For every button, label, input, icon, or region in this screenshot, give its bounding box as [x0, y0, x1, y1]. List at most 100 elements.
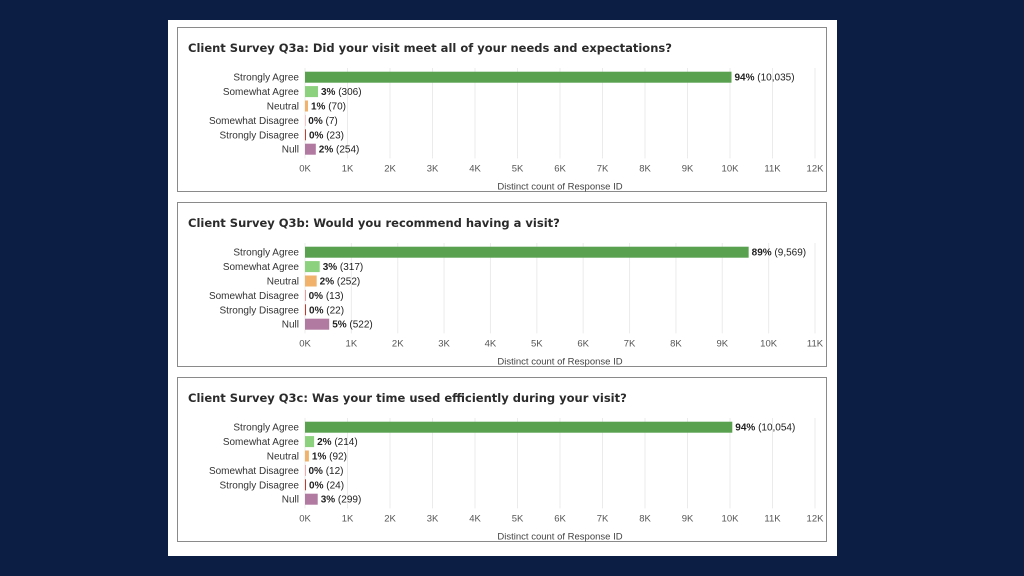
- tick-label: 11K: [807, 338, 824, 349]
- bar: [305, 71, 732, 83]
- data-label: 0% (13): [309, 291, 344, 302]
- category-label: Somewhat Disagree: [209, 116, 299, 127]
- tick-label: 7K: [624, 338, 636, 349]
- bar: [305, 479, 307, 491]
- tick-label: 4K: [469, 163, 481, 174]
- tick-label: 7K: [597, 163, 609, 174]
- tick-label: 5K: [512, 513, 524, 524]
- bar: [305, 493, 318, 505]
- x-axis-title: Distinct count of Response ID: [497, 181, 622, 192]
- bar: [305, 100, 308, 112]
- chart-panel-q3b: Client Survey Q3b: Would you recommend h…: [177, 202, 827, 367]
- chart-q3b: Strongly Agree 89% (9,569) Somewhat Agree 3…: [209, 243, 824, 367]
- category-label: Somewhat Agree: [223, 437, 300, 448]
- data-label: 0% (7): [308, 116, 337, 127]
- category-label: Neutral: [267, 102, 299, 113]
- tick-label: 6K: [554, 163, 566, 174]
- bar: [305, 86, 319, 98]
- category-label: Strongly Agree: [233, 73, 299, 84]
- data-label: 1% (92): [312, 452, 347, 463]
- tick-label: 9K: [682, 163, 694, 174]
- tick-label: 8K: [670, 338, 682, 349]
- category-label: Somewhat Agree: [223, 87, 300, 98]
- tick-label: 5K: [531, 338, 543, 349]
- tick-label: 6K: [554, 513, 566, 524]
- data-label: 89% (9,569): [752, 248, 806, 259]
- bar: [305, 129, 306, 141]
- category-label: Somewhat Disagree: [209, 466, 299, 477]
- chart-title: Client Survey Q3c: Was your time used ef…: [188, 391, 627, 405]
- category-label: Null: [282, 495, 299, 506]
- chart-title: Client Survey Q3a: Did your visit meet a…: [188, 41, 672, 55]
- category-label: Somewhat Disagree: [209, 291, 299, 302]
- tick-label: 11K: [764, 513, 781, 524]
- chart-panel-q3a: Client Survey Q3a: Did your visit meet a…: [177, 27, 827, 192]
- bar: [305, 436, 315, 448]
- data-label: 2% (214): [317, 437, 358, 448]
- tick-label: 10K: [722, 163, 740, 174]
- data-label: 94% (10,035): [734, 73, 794, 84]
- tick-label: 9K: [682, 513, 694, 524]
- data-label: 3% (317): [323, 262, 364, 273]
- category-label: Neutral: [267, 452, 299, 463]
- tick-label: 3K: [427, 513, 439, 524]
- bar: [305, 275, 317, 287]
- x-axis-title: Distinct count of Response ID: [497, 356, 622, 367]
- tick-label: 0K: [299, 338, 311, 349]
- bar: [305, 289, 306, 301]
- tick-label: 1K: [342, 513, 354, 524]
- category-label: Null: [282, 145, 299, 156]
- bar: [305, 421, 733, 433]
- tick-label: 12K: [807, 513, 825, 524]
- tick-label: 4K: [485, 338, 497, 349]
- data-label: 0% (23): [309, 130, 344, 141]
- bar: [305, 464, 306, 476]
- tick-label: 5K: [512, 163, 524, 174]
- tick-label: 2K: [384, 163, 396, 174]
- bar: [305, 261, 320, 273]
- tick-label: 2K: [392, 338, 404, 349]
- category-label: Null: [282, 320, 299, 331]
- tick-label: 9K: [716, 338, 728, 349]
- tick-label: 10K: [760, 338, 778, 349]
- data-label: 0% (22): [309, 305, 344, 316]
- tick-label: 8K: [639, 163, 651, 174]
- chart-panel-q3c: Client Survey Q3c: Was your time used ef…: [177, 377, 827, 542]
- data-label: 1% (70): [311, 102, 346, 113]
- tick-label: 10K: [722, 513, 740, 524]
- tick-label: 3K: [438, 338, 450, 349]
- data-label: 0% (12): [309, 466, 344, 477]
- chart-q3a: Strongly Agree 94% (10,035) Somewhat Agree…: [209, 68, 825, 192]
- tick-label: 7K: [597, 513, 609, 524]
- tick-label: 3K: [427, 163, 439, 174]
- category-label: Strongly Agree: [233, 248, 299, 259]
- tick-label: 0K: [299, 163, 311, 174]
- bar: [305, 450, 309, 462]
- tick-label: 1K: [342, 163, 354, 174]
- category-label: Strongly Agree: [233, 423, 299, 434]
- data-label: 3% (299): [321, 495, 362, 506]
- x-axis-title: Distinct count of Response ID: [497, 531, 622, 542]
- tick-label: 12K: [807, 163, 825, 174]
- tick-label: 11K: [764, 163, 781, 174]
- category-label: Strongly Disagree: [220, 480, 300, 491]
- data-label: 3% (306): [321, 87, 362, 98]
- tick-label: 8K: [639, 513, 651, 524]
- bar: [305, 143, 316, 155]
- bar: [305, 318, 330, 330]
- chart-title: Client Survey Q3b: Would you recommend h…: [188, 216, 560, 230]
- tick-label: 4K: [469, 513, 481, 524]
- data-label: 2% (254): [319, 145, 360, 156]
- slide: Client Survey Q3a: Did your visit meet a…: [168, 20, 837, 556]
- data-label: 94% (10,054): [735, 423, 795, 434]
- data-label: 5% (522): [332, 320, 373, 331]
- bar: [305, 246, 749, 258]
- data-label: 0% (24): [309, 480, 344, 491]
- tick-label: 0K: [299, 513, 311, 524]
- category-label: Somewhat Agree: [223, 262, 300, 273]
- tick-label: 1K: [346, 338, 358, 349]
- category-label: Neutral: [267, 277, 299, 288]
- bar: [305, 304, 307, 316]
- category-label: Strongly Disagree: [220, 305, 300, 316]
- data-label: 2% (252): [320, 277, 361, 288]
